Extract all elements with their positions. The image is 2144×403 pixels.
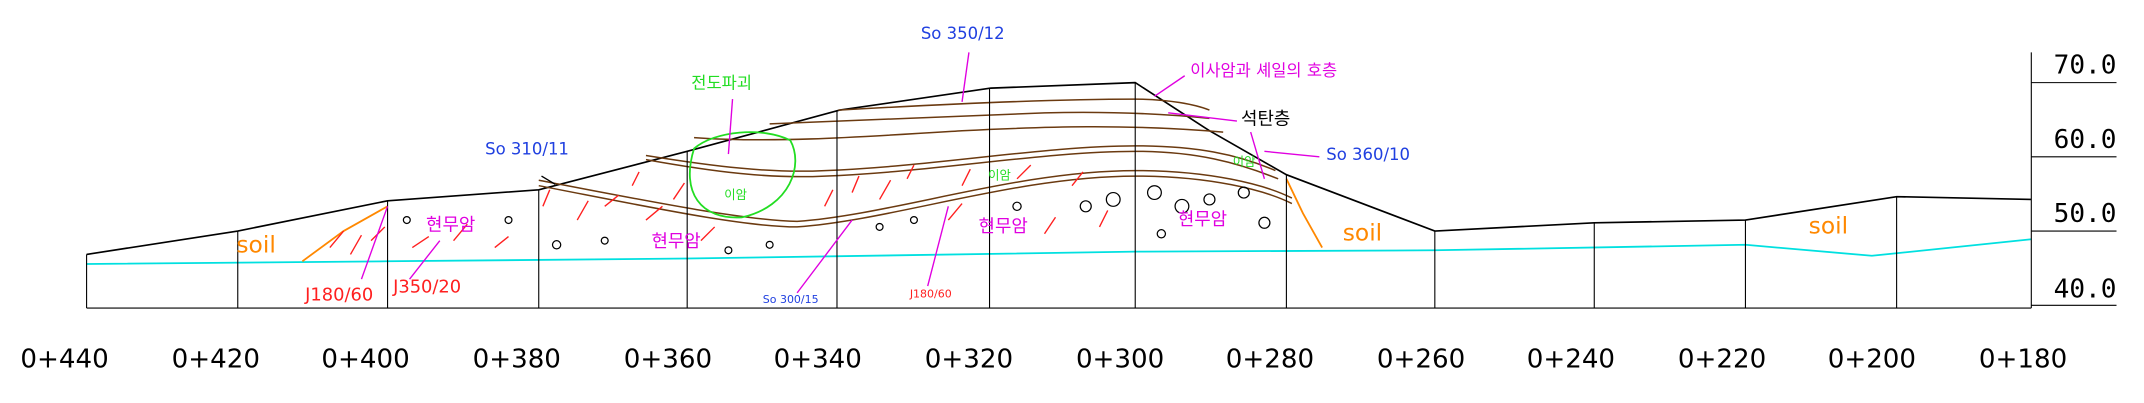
elevation-labels: 70.0 60.0 50.0 40.0 (2054, 51, 2117, 305)
annotation: J350/20 (392, 276, 461, 297)
annotation: 현무암 (651, 231, 700, 252)
ground-surface (86, 81, 2032, 256)
annotation: 현무암 (1178, 209, 1227, 230)
soil-boundary (301, 205, 389, 263)
annotation: J180/60 (304, 285, 373, 306)
soil-boundary (1285, 178, 1323, 248)
annotation: 이사암과 셰일의 호층 (1190, 61, 1337, 80)
elevation: 60.0 (2054, 125, 2117, 155)
station-labels: 0+440 0+420 0+400 0+380 0+360 0+340 0+32… (20, 345, 2067, 375)
annotation: 현무암 (426, 215, 475, 236)
annotation: So 310/11 (485, 139, 569, 158)
annotation: soil (1343, 218, 1382, 246)
station: 0+400 (321, 345, 409, 375)
elevation: 70.0 (2054, 51, 2117, 81)
annotation: So 300/15 (763, 293, 819, 306)
elevation: 40.0 (2054, 275, 2117, 305)
station-lines (86, 52, 2117, 309)
station: 0+320 (925, 345, 1013, 375)
station: 0+360 (624, 345, 712, 375)
annotation: 이암 (1233, 155, 1256, 169)
annotation: soil (1809, 211, 1848, 239)
leader (541, 175, 556, 185)
station: 0+300 (1076, 345, 1164, 375)
station: 0+440 (20, 345, 108, 375)
annotation: 현무암 (979, 216, 1028, 237)
station: 0+420 (172, 345, 260, 375)
geometry (86, 52, 2117, 309)
station: 0+340 (774, 345, 862, 375)
annotation: 이암 (988, 169, 1011, 183)
boulders (402, 185, 1271, 255)
leaders (360, 52, 1320, 294)
annotation: J180/60 (909, 287, 952, 300)
annotation: 이암 (724, 188, 747, 202)
annotations: So 350/12 이사암과 셰일의 호층 전도파괴 석탄층 So 310/11… (236, 24, 1848, 306)
station: 0+260 (1377, 345, 1465, 375)
water-line (86, 238, 2032, 265)
annotation: 전도파괴 (691, 73, 752, 92)
station: 0+380 (473, 345, 561, 375)
station: 0+180 (1979, 345, 2067, 375)
annotation: So 350/12 (921, 24, 1005, 43)
station: 0+220 (1678, 345, 1766, 375)
layers (538, 98, 1293, 228)
annotation: soil (236, 231, 275, 259)
elevation: 50.0 (2054, 199, 2117, 229)
annotation: So 360/10 (1326, 145, 1410, 164)
station: 0+240 (1527, 345, 1615, 375)
station: 0+280 (1226, 345, 1314, 375)
annotation: 석탄층 (1241, 109, 1290, 130)
station: 0+200 (1828, 345, 1916, 375)
toppling-zone (689, 131, 797, 219)
